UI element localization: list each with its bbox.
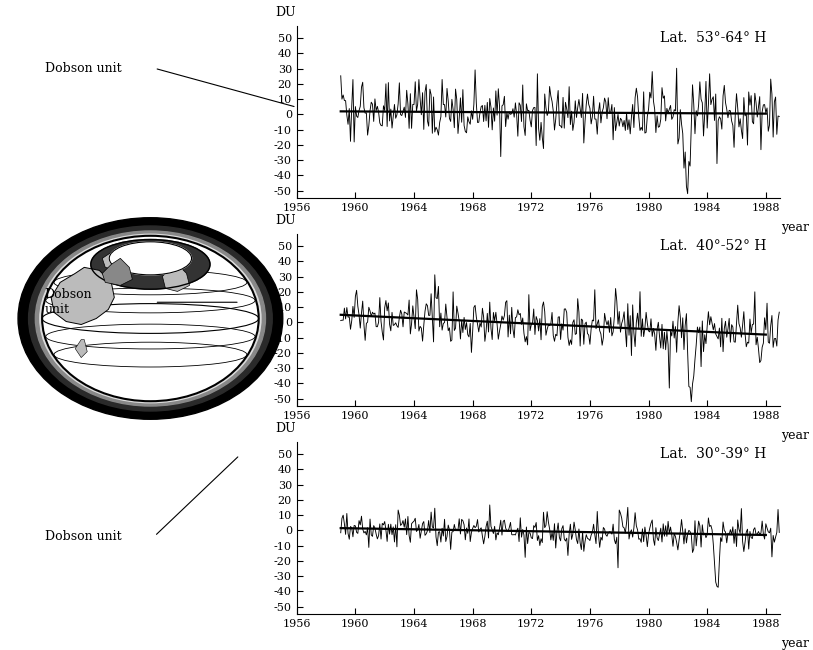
Polygon shape (163, 265, 189, 291)
Ellipse shape (40, 234, 261, 403)
Text: DU: DU (275, 214, 296, 227)
Text: Dobson unit: Dobson unit (45, 62, 121, 75)
Text: Dobson unit: Dobson unit (45, 530, 121, 543)
Text: Lat.  30°-39° H: Lat. 30°-39° H (659, 447, 766, 461)
Polygon shape (102, 258, 133, 285)
Ellipse shape (42, 236, 259, 401)
Ellipse shape (35, 231, 266, 406)
Ellipse shape (28, 226, 272, 411)
Text: Lat.  53°-64° H: Lat. 53°-64° H (659, 31, 766, 45)
Ellipse shape (18, 218, 283, 419)
Ellipse shape (91, 240, 210, 289)
Text: Lat.  40°-52° H: Lat. 40°-52° H (659, 239, 766, 253)
Text: year: year (781, 428, 810, 441)
Polygon shape (102, 252, 126, 270)
Polygon shape (51, 267, 115, 324)
Ellipse shape (109, 242, 192, 275)
Text: DU: DU (275, 422, 296, 435)
Polygon shape (75, 339, 87, 358)
Text: year: year (781, 636, 810, 649)
Polygon shape (133, 258, 141, 267)
Text: year: year (781, 220, 810, 233)
Text: DU: DU (275, 6, 296, 19)
Text: Dobson
unit: Dobson unit (45, 288, 93, 317)
